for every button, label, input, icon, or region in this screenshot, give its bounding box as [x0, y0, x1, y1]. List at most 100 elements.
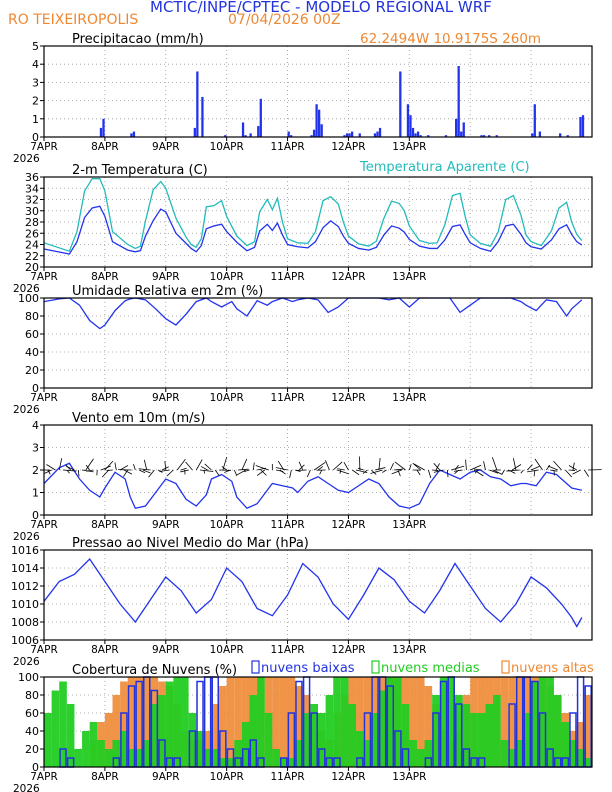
wind-arrow: [107, 470, 113, 471]
x-tick-label: 12APR: [331, 644, 365, 656]
x-tick-label: 11APR: [270, 392, 304, 404]
x-tick-label: 9APR: [152, 392, 180, 404]
mid-cloud-bar: [74, 749, 82, 767]
wind-arrow: [325, 460, 329, 470]
x-tick-label: 7APR: [30, 392, 58, 404]
mid-cloud-bar: [409, 740, 417, 767]
x-tick-label: 13APR: [392, 771, 426, 783]
mid-cloud-bar: [348, 704, 356, 767]
wind-arrow: [120, 466, 128, 471]
x-tick-label: 12APR: [331, 271, 365, 283]
x-tick-label: 13APR: [392, 519, 426, 531]
x-tick-label: 11APR: [270, 771, 304, 783]
precip-bar: [242, 122, 244, 137]
x-tick-label: 10APR: [210, 141, 244, 153]
x-tick-label: 9APR: [152, 141, 180, 153]
apparent-temperature-line: [44, 179, 582, 252]
mid-cloud-bar: [82, 731, 90, 767]
y-tick-label: 26: [25, 227, 39, 240]
panel-title: Pressao ao Nivel Medio do Mar (hPa): [72, 536, 309, 551]
precip-bar: [534, 104, 536, 137]
x-year-label: 2026: [13, 656, 40, 668]
mid-cloud-bar: [97, 740, 105, 767]
x-tick-label: 7APR: [30, 141, 58, 153]
wind-arrow: [222, 466, 227, 470]
wind-arrow: [428, 470, 430, 478]
pressure-line: [44, 559, 582, 627]
precip-bar: [351, 132, 353, 137]
mid-cloud-bar: [501, 740, 509, 767]
precip-bar: [579, 117, 581, 137]
x-tick-label: 11APR: [270, 519, 304, 531]
y-tick-label: 24: [25, 239, 39, 252]
x-tick-label: 11APR: [270, 271, 304, 283]
panel-title: Vento em 10m (m/s): [72, 411, 205, 426]
mid-cloud-bar: [166, 682, 174, 768]
x-tick-label: 7APR: [30, 271, 58, 283]
y-tick-label: 5: [32, 40, 39, 53]
precip-bar: [133, 132, 135, 137]
y-tick-label: 22: [25, 250, 39, 263]
y-tick-label: 100: [18, 292, 39, 305]
y-tick-label: 20: [25, 743, 39, 756]
legend-swatch: [502, 661, 509, 673]
x-year-label: 2026: [13, 153, 40, 165]
y-tick-label: 4: [32, 58, 39, 71]
wind-arrow: [432, 470, 438, 471]
wind-arrow: [253, 463, 254, 470]
precip-bar: [196, 71, 198, 137]
x-tick-label: 9APR: [152, 271, 180, 283]
wind-arrow: [290, 470, 292, 478]
wind-arrow: [474, 469, 481, 470]
y-tick-label: 80: [25, 689, 39, 702]
wind-arrow: [417, 470, 420, 475]
wind-arrow: [379, 458, 380, 470]
wind-arrow: [337, 470, 349, 474]
precip-bar: [460, 132, 462, 137]
high-cloud-bar: [280, 677, 288, 767]
y-tick-label: 1012: [11, 580, 39, 593]
y-tick-label: 40: [25, 725, 39, 738]
x-tick-label: 10APR: [210, 271, 244, 283]
precip-bar: [539, 132, 541, 137]
y-tick-label: 1: [32, 113, 39, 126]
wind-arrow: [177, 459, 185, 470]
y-tick-label: 4: [32, 419, 39, 432]
mid-cloud-bar: [493, 695, 501, 767]
wind-arrow: [394, 469, 403, 470]
y-tick-label: 3: [32, 76, 39, 89]
x-tick-label: 7APR: [30, 519, 58, 531]
mid-cloud-bar: [554, 695, 562, 767]
wind-arrow: [78, 470, 79, 476]
mid-cloud-bar: [257, 677, 265, 767]
x-tick-label: 13APR: [392, 141, 426, 153]
wind-arrow: [236, 470, 246, 476]
precip-bar: [463, 122, 465, 137]
mid-cloud-bar: [265, 713, 273, 767]
precip-bar: [100, 128, 102, 137]
wind-arrow: [200, 470, 213, 471]
legend-label: nuvens baixas: [261, 661, 355, 676]
precip-bar: [321, 124, 323, 137]
x-tick-label: 10APR: [210, 644, 244, 656]
wind-arrow: [344, 462, 349, 470]
x-tick-label: 12APR: [331, 771, 365, 783]
precip-bar: [194, 128, 196, 137]
wind-arrow: [59, 458, 61, 470]
precip-bar: [582, 115, 584, 137]
wind-arrow: [86, 459, 94, 470]
x-tick-label: 13APR: [392, 392, 426, 404]
legend-label: nuvens altas: [511, 661, 594, 676]
y-tick-label: 3: [32, 442, 39, 455]
wind-arrow: [492, 457, 497, 470]
y-tick-label: 1014: [11, 562, 39, 575]
x-tick-label: 8APR: [91, 644, 119, 656]
y-tick-label: 28: [25, 216, 39, 229]
x-tick-label: 12APR: [331, 519, 365, 531]
wind-arrow: [115, 463, 116, 470]
y-tick-label: 1010: [11, 598, 39, 611]
wind-arrow: [102, 470, 108, 477]
precip-bar: [102, 119, 104, 137]
x-tick-label: 10APR: [210, 519, 244, 531]
temperature-line: [44, 206, 582, 254]
